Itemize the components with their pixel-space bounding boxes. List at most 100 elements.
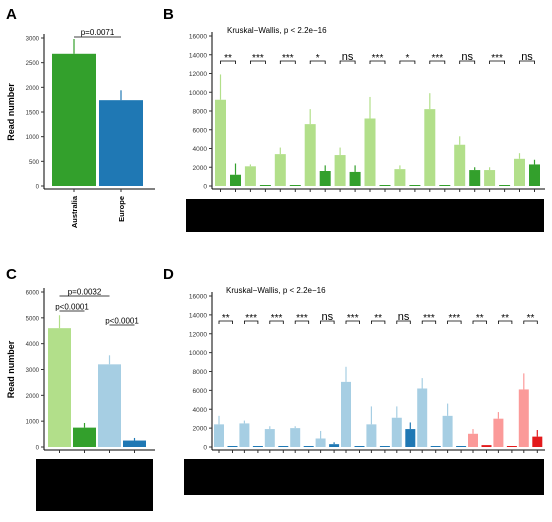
panel-d-y-tick-label: 6000 — [193, 388, 208, 395]
panel-d-significance-bracket — [472, 320, 487, 324]
panel-d-y-tick-label: 12000 — [189, 331, 207, 338]
panel-b-bar — [289, 185, 301, 186]
panel-d-bar — [366, 424, 377, 447]
panel-d-significance-bracket — [218, 320, 233, 324]
panel-b-y-tick-label: 10000 — [189, 90, 207, 97]
panel-b-bar — [364, 118, 376, 186]
panel-d-bar — [468, 433, 478, 447]
panel-c-y-tick-label: 5000 — [26, 316, 40, 322]
panel-b-significance-bracket — [220, 60, 236, 64]
panel-d-significance-label: ** — [501, 313, 509, 324]
panel-d-kruskal-wallis-label: Kruskal−Wallis, p < 2.2e−16 — [226, 286, 326, 295]
panel-letter-a: A — [6, 6, 17, 23]
panel-d-bar — [442, 415, 453, 447]
panel-b-bar — [215, 99, 226, 186]
panel-b-bar — [334, 155, 346, 186]
panel-b-significance-label: ns — [461, 51, 473, 63]
panel-b-bar — [529, 164, 540, 186]
panel-d-bar — [493, 418, 504, 447]
panel-d-bar — [430, 446, 441, 447]
panel-letter-c: C — [6, 266, 17, 283]
panel-c-y-tick-label: 3000 — [26, 368, 40, 374]
panel-a-y-tick-label: 500 — [29, 160, 40, 166]
panel-b-bar — [379, 185, 391, 186]
panel-d-y-tick-label: 16000 — [189, 294, 207, 301]
panel-c-bar — [98, 364, 121, 447]
panel-d-significance-bracket — [447, 320, 462, 324]
panel-b-significance-label: * — [316, 53, 320, 64]
panel-b-bar — [469, 170, 481, 186]
panel-b-kruskal-wallis-label: Kruskal−Wallis, p < 2.2e−16 — [227, 26, 327, 35]
panel-letter-b: B — [163, 6, 174, 23]
panel-d-significance-label: ** — [222, 313, 230, 324]
panel-b-y-tick-label: 16000 — [189, 34, 207, 41]
panel-d-significance-bracket — [269, 320, 284, 324]
panel-b-bar — [439, 185, 451, 186]
panel-a-y-tick-label: 0 — [36, 185, 40, 191]
panel-c-y-tick-label: 4000 — [26, 342, 40, 348]
panel-d-significance-label: *** — [296, 313, 308, 324]
panel-b-y-tick-label: 0 — [203, 184, 207, 191]
panel-b-significance-bracket — [250, 60, 266, 64]
panel-d-chart: 0 2000 4000 6000 8000 10000 12000 14000 16000 Kru… — [184, 286, 545, 495]
panel-c-p-value: p=0.0032 — [68, 288, 102, 297]
panel-b-significance-label: ns — [521, 51, 533, 63]
panel-d-significance-label: ** — [476, 313, 484, 324]
panel-b-y-tick-label: 14000 — [189, 52, 207, 59]
panel-d-significance-bracket — [523, 320, 538, 324]
panel-d-y-tick-label: 14000 — [189, 312, 207, 319]
panel-c-y-axis-label: Read number — [6, 340, 16, 398]
panel-d-bar — [405, 429, 416, 447]
panel-a-y-tick-label: 2000 — [26, 86, 40, 92]
panel-b-significance-label: *** — [252, 53, 264, 64]
panel-b-significance-bracket — [279, 60, 296, 64]
panel-b-bar — [319, 171, 331, 186]
panel-b-bar — [424, 109, 436, 186]
panel-a-bar — [52, 53, 96, 186]
panel-d-significance-bracket — [294, 320, 310, 324]
panel-d-significance-bracket — [320, 320, 335, 324]
panel-b-y-tick-label: 6000 — [193, 127, 208, 134]
panel-b-bar — [409, 185, 421, 186]
panel-d-significance-label: ** — [527, 313, 535, 324]
panel-c-p-value: p<0.0001 — [55, 303, 89, 312]
panel-a-x-tick-label: Australia — [70, 195, 79, 228]
panel-d-significance-bracket — [396, 320, 411, 324]
panel-b-significance-bracket — [519, 60, 535, 64]
panel-d-y-tick-label: 0 — [203, 445, 207, 452]
panel-d-y-tick-label: 2000 — [193, 426, 208, 433]
panel-c-y-tick-label: 6000 — [26, 291, 40, 297]
panel-b-significance-bracket — [339, 60, 356, 64]
panel-b-significance-label: * — [405, 53, 409, 64]
panel-b-chart: 0 2000 4000 6000 8000 10000 12000 14000 16000 Kru… — [186, 26, 545, 232]
panel-d-bar — [417, 388, 428, 447]
panel-d-bar — [239, 423, 250, 447]
panel-b-bar — [499, 185, 511, 186]
panel-d-bar — [518, 389, 529, 447]
panel-b-significance-bracket — [369, 60, 386, 64]
panel-letter-d: D — [163, 266, 174, 283]
panel-d-significance-bracket — [371, 320, 386, 324]
panel-d-significance-label: ns — [398, 311, 410, 323]
panel-d-bar — [506, 446, 517, 447]
panel-d-significance-bracket — [244, 320, 259, 324]
panel-d-significance-label: *** — [423, 313, 435, 324]
panel-d-bar — [315, 438, 326, 447]
panel-c-y-tick-label: 0 — [36, 446, 40, 452]
panel-a-y-tick-label: 1500 — [26, 111, 40, 117]
panel-d-bar — [329, 444, 340, 447]
panel-b-significance-label: *** — [491, 53, 503, 64]
panel-d-bar — [341, 381, 351, 447]
panel-b-significance-label: *** — [282, 53, 294, 64]
panel-d-significance-label: *** — [347, 313, 359, 324]
panel-d-bar — [264, 429, 275, 447]
panel-b-bar — [394, 169, 406, 186]
panel-b-significance-bracket — [429, 60, 446, 64]
panel-c-bar — [73, 427, 96, 447]
panel-b-significance-label: *** — [372, 53, 384, 64]
panel-a-y-axis-label: Read number — [6, 83, 16, 141]
panel-d-redacted-labels — [184, 459, 544, 495]
panel-b-significance-bracket — [309, 60, 326, 64]
panel-a-y-tick-label: 2500 — [26, 61, 40, 67]
